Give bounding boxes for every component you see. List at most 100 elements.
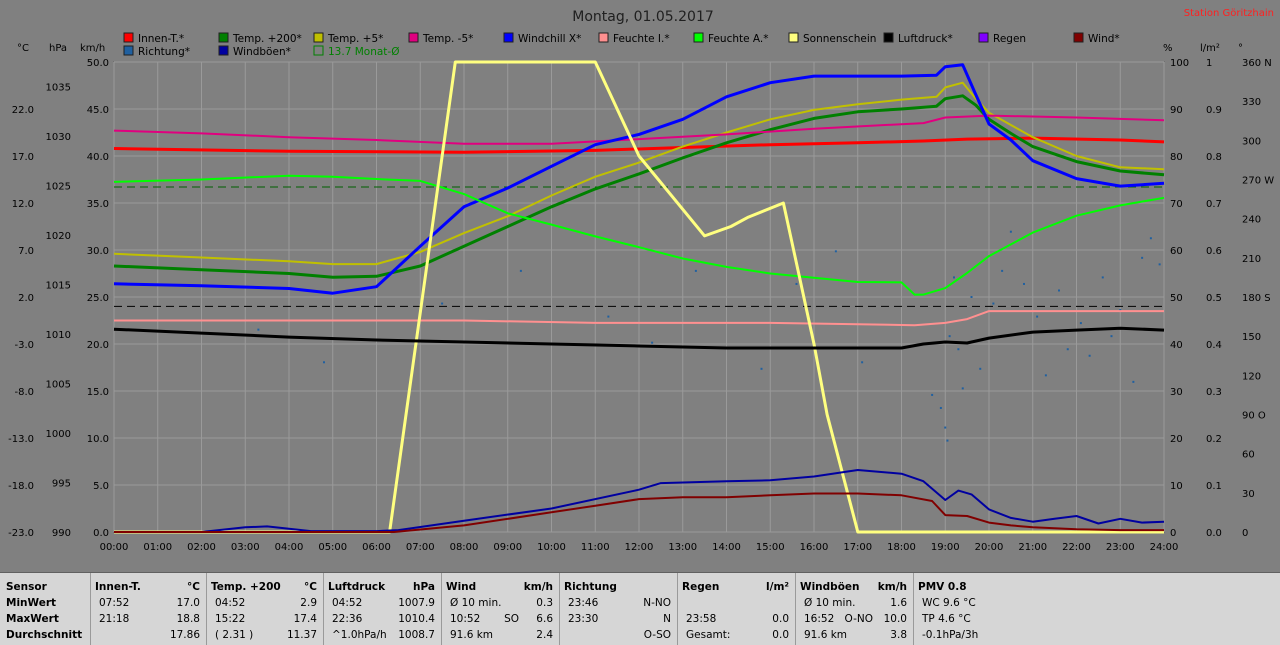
x-tick-label: 18:00 [887,542,916,553]
legend-swatch [978,32,989,43]
pct-tick-label: 20 [1170,434,1183,445]
table-column: Windböen km/h Ø 10 min. 1.6 16:52 O-NO 10.0 91.… [795,573,913,645]
table-cell-row: 15:22 17.4 [207,611,323,627]
hpa-tick-label: 995 [52,479,71,490]
cell-value: 2.4 [536,629,553,641]
direction-point [1110,335,1113,338]
celsius-tick-label: -13.0 [8,434,34,445]
cell-value: O-SO [643,629,671,641]
table-column: Innen-T. °C 07:52 17.0 21:18 18.8 17.86 [90,573,206,645]
direction-point [1044,374,1047,377]
table-column-header: Windböen km/h [796,579,913,595]
cell-value: 6.6 [536,613,553,625]
deg-tick-label: 360 N [1242,58,1272,69]
direction-point [519,269,522,272]
legend-swatch [218,32,229,43]
direction-point [1088,354,1091,357]
axis-unit-kmh: km/h [80,43,105,54]
direction-point [992,302,995,305]
table-column-header: Regen l/m² [678,579,795,595]
row-label: Durchschnitt [6,629,83,641]
series-line [114,310,1164,327]
chart-legend: Innen-T.* Temp. +200* Temp. +5* Temp. -5* Wi… [123,32,1120,58]
chart-title: Montag, 01.05.2017 [572,9,714,25]
station-label: Station Göritzhain [1184,8,1274,19]
rain-tick-label: 0.0 [1206,528,1222,539]
celsius-tick-label: 7.0 [18,246,34,257]
legend-label: Feuchte A.* [708,33,769,45]
direction-point [1101,276,1104,279]
series-lines [113,60,1165,534]
table-cell-row: 16:52 O-NO 10.0 [796,611,913,627]
cell-time: 91.6 km [450,629,494,641]
cell-value: 2.9 [300,597,317,609]
legend-label: Luftdruck* [898,33,953,45]
axis-unit-rain: l/m² [1200,43,1220,54]
celsius-tick-label: -18.0 [8,481,34,492]
pct-tick-label: 0 [1170,528,1176,539]
x-tick-label: 01:00 [143,542,172,553]
cell-value: 0.3 [536,597,553,609]
cell-time: 04:52 [332,597,363,609]
legend-swatch [788,32,799,43]
pct-tick-label: 60 [1170,246,1183,257]
x-tick-label: 17:00 [843,542,872,553]
cell-value: 1007.9 [398,597,435,609]
cell-time: Ø 10 min. [804,597,856,609]
deg-tick-label: 300 [1242,136,1261,147]
cell-value: 0.0 [772,629,789,641]
column-unit: km/h [877,581,907,593]
legend-label: Temp. +200* [232,33,302,45]
x-tick-label: 09:00 [493,542,522,553]
plot-grid [113,61,1165,533]
cell-extra: SO [504,613,519,625]
hpa-tick-label: 1030 [46,132,71,143]
cell-value: 17.4 [293,613,317,625]
legend-label: Wind* [1088,33,1120,45]
legend-swatch [313,45,324,56]
kmh-tick-label: 40.0 [87,152,109,163]
column-unit: km/h [523,581,553,593]
direction-point [1036,315,1039,318]
direction-point [953,276,955,279]
x-tick-label: 13:00 [668,542,697,553]
cell-time: 07:52 [99,597,130,609]
axis-tick-labels: 22.0 17.0 12.0 7.0 2.0 -3.0 -8.0 -13.0 -18.0 -23.… [8,58,1274,553]
cell-time: 10:52 [450,613,481,625]
table-column: Temp. +200 °C 04:52 2.9 15:22 17.4 ( 2.31 ) 11.… [206,573,323,645]
celsius-tick-label: -8.0 [14,387,34,398]
kmh-tick-label: 10.0 [87,434,109,445]
table-cell-row: 23:46 N-NO [560,595,677,611]
cell-time: -0.1hPa/3h [922,629,979,641]
x-tick-label: 04:00 [275,542,304,553]
cell-value: 3.8 [890,629,907,641]
legend-swatch [313,32,324,43]
table-cell-row: Gesamt: 0.0 [678,627,795,643]
x-tick-label: 02:00 [187,542,216,553]
x-tick-label: 24:00 [1150,542,1179,553]
direction-point [979,367,982,370]
legend-label: Windböen* [233,46,291,58]
x-tick-label: 03:00 [231,542,260,553]
legend-swatch [1073,32,1084,43]
direction-point [861,361,864,364]
legend-swatch [598,32,609,43]
direction-point [939,406,942,409]
table-cell-row: 91.6 km 2.4 [442,627,559,643]
series-line [113,326,1165,350]
legend-swatch [123,45,134,56]
cell-value: N-NO [643,597,671,609]
summary-table: Sensor MinWert MaxWert Durchschnitt Inne… [0,572,1280,645]
table-cell-row: -0.1hPa/3h [914,627,1033,643]
column-unit: °C [304,581,317,593]
pct-tick-label: 10 [1170,481,1183,492]
row-label: Sensor [6,581,47,593]
cell-time: ^1.0hPa/h [332,629,387,641]
cell-time: 23:58 [686,613,717,625]
series-line [113,114,1165,145]
table-cell-row: TP 4.6 °C [914,611,1033,627]
celsius-tick-label: -3.0 [14,340,34,351]
series-line [113,174,1165,296]
direction-point [1141,256,1144,259]
series-line [113,81,1165,266]
